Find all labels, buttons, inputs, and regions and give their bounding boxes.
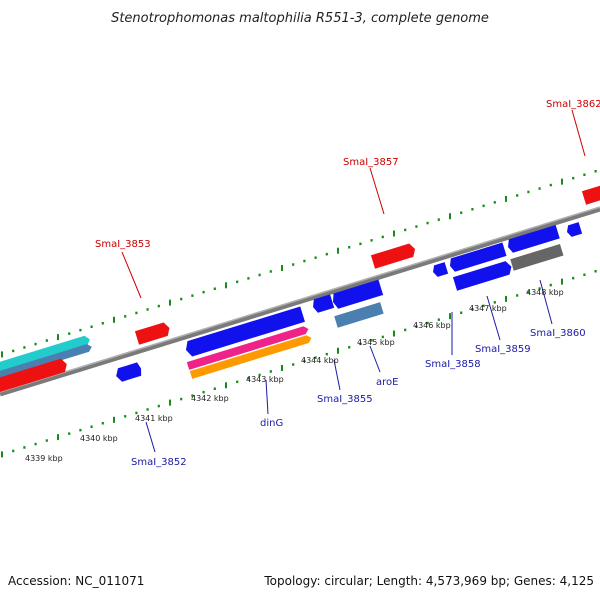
gene-label-smai-3852[interactable]: SmaI_3852 <box>131 457 187 468</box>
gene-label-smai-3858[interactable]: SmaI_3858 <box>425 359 481 370</box>
upper-tick-track <box>1 170 597 358</box>
gene-cyan[interactable] <box>0 335 91 378</box>
gene-label-smai-3853[interactable]: SmaI_3853 <box>95 239 151 250</box>
gene-red-3853[interactable] <box>134 321 172 345</box>
gene-blue-small[interactable] <box>431 262 449 278</box>
tick-tracks <box>1 170 597 458</box>
map-title: Stenotrophomonas maltophilia R551-3, com… <box>111 11 489 26</box>
gene-red-3857[interactable] <box>370 242 417 269</box>
gene-blue-3852[interactable] <box>114 362 143 383</box>
gene-gray[interactable] <box>510 243 564 271</box>
gene-blue-right[interactable] <box>565 222 583 238</box>
scale-label-4345: 4345 kbp <box>357 338 395 347</box>
scale-label-4348: 4348 kbp <box>526 288 564 297</box>
gene-orange-dinG[interactable] <box>189 334 313 379</box>
gene-steel-left[interactable] <box>0 343 93 385</box>
gene-label-smai-3859[interactable]: SmaI_3859 <box>475 344 531 355</box>
gene-label-smai-3855[interactable]: SmaI_3855 <box>317 394 373 405</box>
gene-label-ding[interactable]: dinG <box>260 418 283 429</box>
gene-label-smai-3857[interactable]: SmaI_3857 <box>343 157 399 168</box>
gene-blue-3858a[interactable] <box>448 242 507 273</box>
scale-label-4347: 4347 kbp <box>469 304 507 313</box>
gene-blue-3855[interactable] <box>311 294 335 313</box>
topology-text: Topology: circular; Length: 4,573,969 bp… <box>263 574 594 588</box>
gene-blue-3856[interactable] <box>331 279 384 310</box>
gene-magenta[interactable] <box>186 325 310 370</box>
lower-tick-track <box>1 270 597 458</box>
gene-blue-3859[interactable] <box>452 260 514 291</box>
gene-blue-3860a[interactable] <box>506 225 560 254</box>
leader-lines <box>121 109 586 453</box>
accession-text: Accession: NC_011071 <box>8 574 144 588</box>
gene-blue-large[interactable] <box>184 306 305 357</box>
scale-label-4341: 4341 kbp <box>135 414 173 423</box>
gene-red-left[interactable] <box>0 357 69 398</box>
scale-label-4342: 4342 kbp <box>191 394 229 403</box>
gene-steel-aroE[interactable] <box>334 302 384 328</box>
gene-labels: SmaI_3853 SmaI_3857 SmaI_3862 SmaI_3852 … <box>95 99 600 468</box>
genome-backbone <box>0 206 600 397</box>
gene-red-3862[interactable] <box>581 182 600 205</box>
gene-label-smai-3860[interactable]: SmaI_3860 <box>530 328 586 339</box>
scale-label-4344: 4344 kbp <box>301 356 339 365</box>
scale-label-4340: 4340 kbp <box>80 434 118 443</box>
gene-label-smai-3862[interactable]: SmaI_3862 <box>546 99 600 110</box>
scale-label-4339: 4339 kbp <box>25 454 63 463</box>
gene-label-aroe[interactable]: aroE <box>376 377 398 388</box>
gene-features <box>0 182 600 398</box>
scale-labels: 4339 kbp 4340 kbp 4341 kbp 4342 kbp 4343… <box>25 288 564 463</box>
scale-label-4343: 4343 kbp <box>246 375 284 384</box>
scale-label-4346: 4346 kbp <box>413 321 451 330</box>
